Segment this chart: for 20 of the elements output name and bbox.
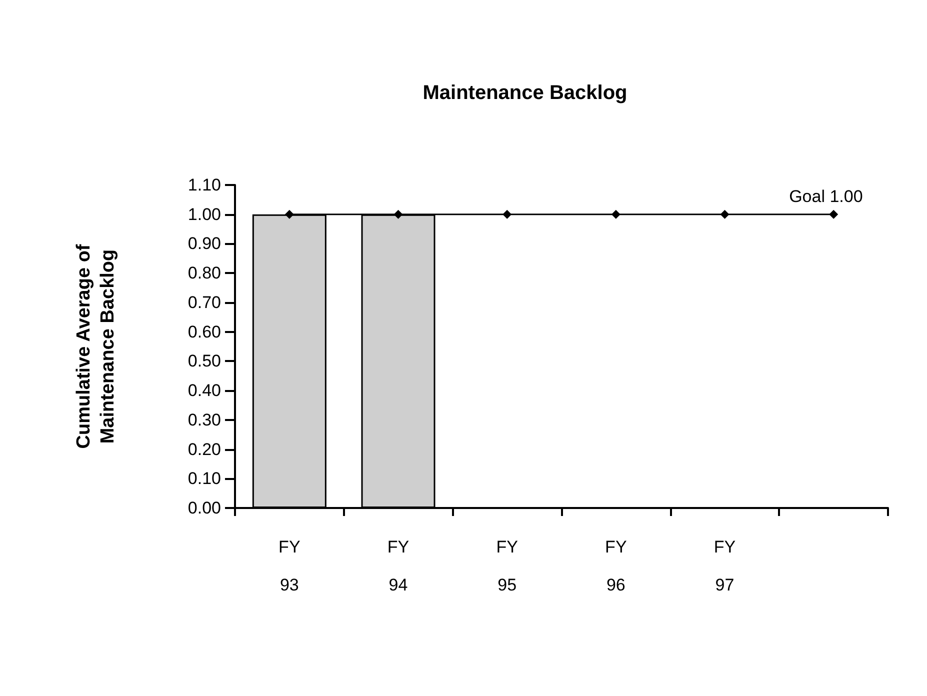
y-tick-label: 0.60 xyxy=(188,322,221,342)
series-label: Goal 1.00 xyxy=(789,186,863,206)
chart-title: Maintenance Backlog xyxy=(422,82,628,104)
x-tick-label: FY 96 xyxy=(605,538,627,594)
x-tick-label: FY 94 xyxy=(387,538,410,594)
x-tick-label: FY 97 xyxy=(714,538,736,594)
y-tick-label: 0.90 xyxy=(188,234,221,254)
y-tick-label: 0.50 xyxy=(188,352,221,371)
y-tick-label: 0.80 xyxy=(188,264,221,283)
x-tick-label: FY 93 xyxy=(278,538,300,594)
y-tick-label: 0.20 xyxy=(188,440,221,459)
x-tick-label: FY 95 xyxy=(496,538,518,594)
y-tick-label: 0.70 xyxy=(188,292,221,312)
y-axis-title: Cumulative Average of Maintenance Backlog xyxy=(74,244,118,449)
y-tick-label: 0.40 xyxy=(188,381,221,400)
y-tick-label: 0.30 xyxy=(188,410,221,430)
y-tick-label: 0.00 xyxy=(188,498,221,518)
y-tick-label: 1.00 xyxy=(188,204,221,224)
y-tick-label: 1.10 xyxy=(188,176,221,194)
y-tick-label: 0.10 xyxy=(188,469,221,488)
